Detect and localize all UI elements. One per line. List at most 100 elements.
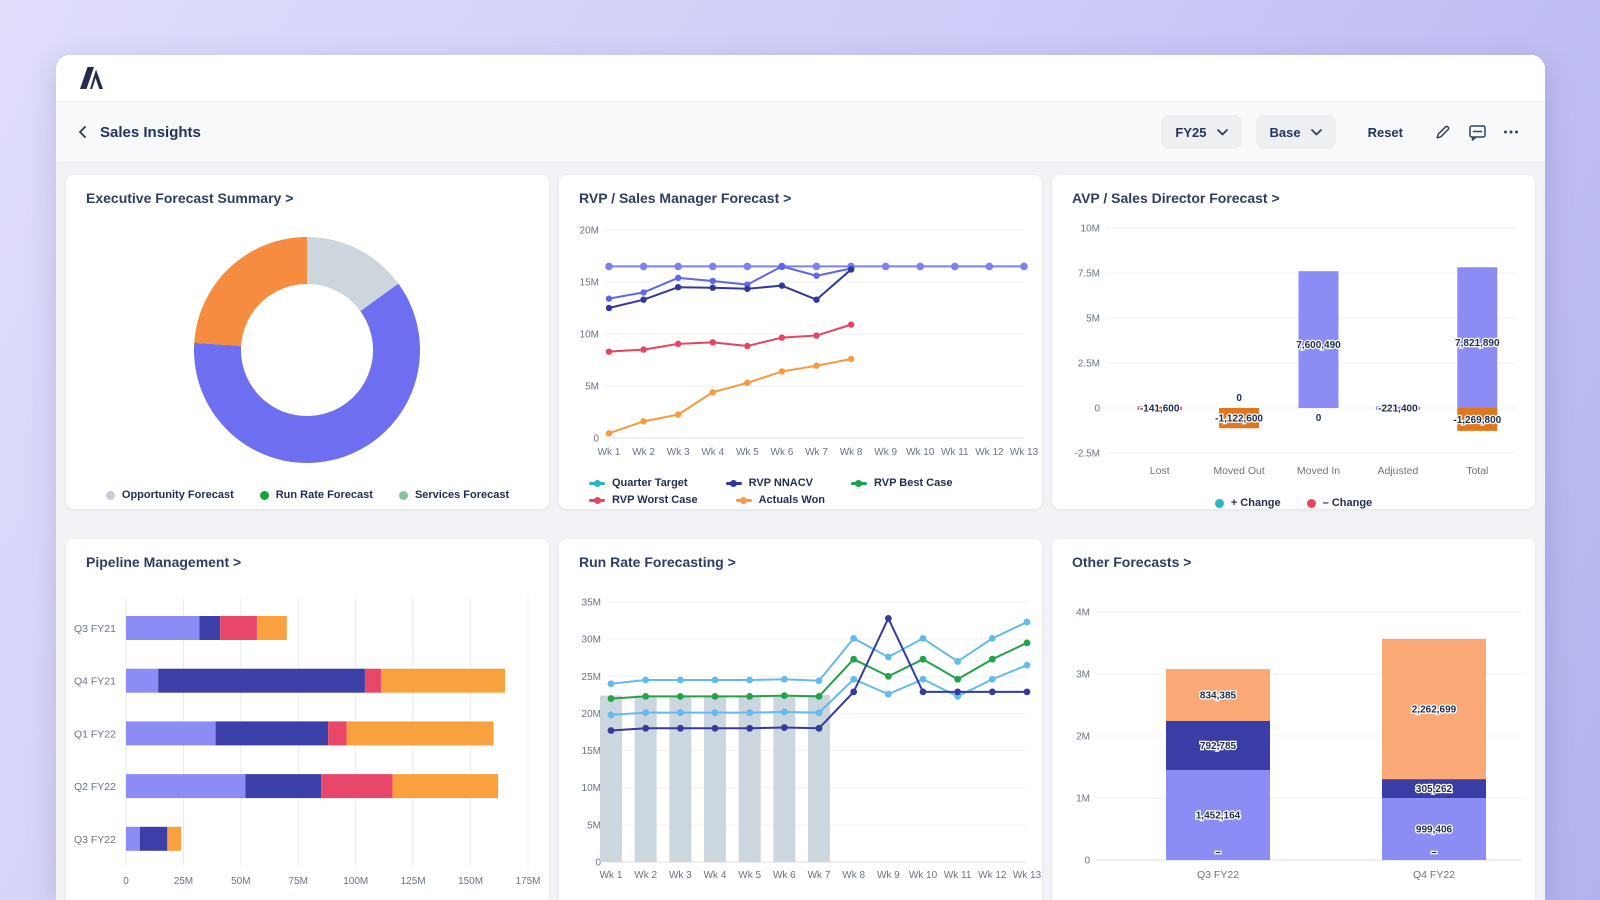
svg-text:10M: 10M [580, 330, 599, 341]
svg-text:-2.5M: -2.5M [1074, 449, 1100, 460]
legend-item: RVP Worst Case [589, 494, 698, 506]
svg-text:7,600,490: 7,600,490 [1296, 340, 1341, 351]
pipeline-stacked-bar-chart: 0 25M 50M 75M 100M 125M 150M 175M Q3 FY21 Q4 FY21… [66, 572, 549, 900]
svg-text:175M: 175M [515, 876, 540, 887]
chevron-left-icon [79, 126, 86, 138]
svg-text:Wk 6: Wk 6 [771, 447, 794, 458]
card-title-link[interactable]: Executive Forecast Summary > [86, 190, 294, 206]
svg-text:Q2 FY22: Q2 FY22 [74, 781, 116, 793]
svg-text:305,262: 305,262 [1416, 784, 1453, 795]
card-other-forecasts: Other Forecasts > 4M 3M 2M 1M 0 1,452,164 792,… [1052, 539, 1535, 900]
svg-text:-221,400: -221,400 [1378, 404, 1418, 415]
pencil-icon [1436, 125, 1450, 139]
svg-text:15M: 15M [580, 278, 599, 289]
card-executive-forecast-summary: Executive Forecast Summary > Opportunity… [66, 175, 549, 509]
comment-icon [1468, 124, 1486, 141]
svg-text:Adjusted: Adjusted [1377, 465, 1418, 477]
run-rate-line-bar-chart: 35M 30M 25M 20M 15M 10M 5M 0 Wk 1 Wk 2 Wk 3 Wk 4 Wk … [559, 572, 1042, 895]
svg-text:1,452,164: 1,452,164 [1196, 810, 1241, 821]
scenario-dropdown[interactable]: Base [1255, 115, 1336, 149]
svg-text:30M: 30M [582, 635, 601, 646]
card-avp-sales-director-forecast: AVP / Sales Director Forecast > 10M 7.5M 5… [1052, 175, 1535, 509]
card-rvp-sales-manager-forecast: RVP / Sales Manager Forecast > 20M 15M 10M… [559, 175, 1042, 509]
svg-text:Wk 1: Wk 1 [600, 870, 623, 881]
top-bar [56, 55, 1545, 101]
svg-text:Wk 12: Wk 12 [975, 447, 1004, 458]
svg-text:Wk 3: Wk 3 [669, 870, 692, 881]
svg-text:Q4 FY21: Q4 FY21 [74, 676, 116, 688]
svg-text:100M: 100M [343, 876, 368, 887]
svg-text:Q3 FY21: Q3 FY21 [74, 623, 116, 635]
svg-text:Wk 7: Wk 7 [805, 447, 828, 458]
svg-text:Wk 11: Wk 11 [941, 447, 969, 458]
legend-item: Actuals Won [735, 494, 825, 506]
svg-text:20M: 20M [580, 226, 599, 237]
card-run-rate-forecasting: Run Rate Forecasting > 35M 30M 25M 20M 15M 10… [559, 539, 1042, 900]
card-title-link[interactable]: RVP / Sales Manager Forecast > [579, 190, 792, 206]
page-header: Sales Insights FY25 Base Reset [56, 101, 1545, 163]
svg-text:Lost: Lost [1150, 465, 1170, 477]
svg-text:75M: 75M [289, 876, 308, 887]
svg-text:Wk 10: Wk 10 [906, 447, 935, 458]
reset-button[interactable]: Reset [1367, 124, 1403, 140]
svg-text:Wk 4: Wk 4 [704, 870, 727, 881]
card-title-link[interactable]: Pipeline Management > [86, 554, 242, 570]
svg-text:Moved In: Moved In [1297, 465, 1340, 477]
line-chart-legend: Quarter Target RVP NNACV RVP Best Case RVP … [559, 477, 1042, 506]
svg-text:10M: 10M [582, 783, 601, 794]
card-title-link[interactable]: Run Rate Forecasting > [579, 554, 736, 570]
legend-item: RVP Best Case [850, 477, 952, 489]
legend-item: + Change [1214, 497, 1281, 509]
svg-text:Wk 2: Wk 2 [634, 870, 657, 881]
donut-legend: Opportunity Forecast Run Rate Forecast Ser… [66, 489, 549, 501]
svg-text:Wk 13: Wk 13 [1013, 870, 1042, 881]
other-forecasts-stacked-bar-chart: 4M 3M 2M 1M 0 1,452,164 792,785 834,385 – Q3 FY22… [1052, 572, 1535, 900]
period-dropdown[interactable]: FY25 [1161, 115, 1242, 149]
svg-text:Wk 11: Wk 11 [944, 870, 972, 881]
more-button[interactable] [1501, 122, 1521, 142]
svg-text:15M: 15M [582, 746, 601, 757]
card-title-link[interactable]: Other Forecasts > [1072, 554, 1192, 570]
svg-text:Wk 6: Wk 6 [773, 870, 796, 881]
svg-text:Q3 FY22: Q3 FY22 [74, 834, 116, 846]
svg-text:25M: 25M [174, 876, 193, 887]
svg-text:150M: 150M [458, 876, 483, 887]
svg-text:834,385: 834,385 [1200, 690, 1237, 701]
svg-text:Wk 4: Wk 4 [701, 447, 724, 458]
svg-text:7.5M: 7.5M [1078, 269, 1100, 280]
legend-item: Services Forecast [398, 489, 509, 501]
legend-item: RVP NNACV [725, 477, 813, 489]
comments-button[interactable] [1467, 122, 1487, 142]
svg-text:-141,600: -141,600 [1140, 404, 1180, 415]
avp-forecast-waterfall-chart: 10M 7.5M 5M 2.5M 0 -2.5M -141,600 Lost 0 -1,122,6… [1052, 208, 1535, 493]
svg-text:0: 0 [123, 876, 129, 887]
anaplan-logo-icon[interactable] [78, 65, 104, 91]
svg-text:Wk 8: Wk 8 [840, 447, 863, 458]
svg-text:792,785: 792,785 [1200, 741, 1237, 752]
page-title: Sales Insights [100, 123, 201, 141]
chevron-down-icon [1216, 128, 1228, 135]
svg-text:25M: 25M [582, 672, 601, 683]
svg-text:20M: 20M [582, 709, 601, 720]
card-title-link[interactable]: AVP / Sales Director Forecast > [1072, 190, 1280, 206]
legend-item: Run Rate Forecast [259, 489, 373, 501]
header-controls: FY25 Base Reset [1161, 115, 1521, 149]
svg-text:-1,122,600: -1,122,600 [1215, 414, 1263, 425]
svg-text:2.5M: 2.5M [1078, 359, 1100, 370]
svg-text:Wk 13: Wk 13 [1010, 447, 1039, 458]
svg-text:Wk 9: Wk 9 [874, 447, 897, 458]
waterfall-legend: + Change – Change [1052, 497, 1535, 509]
back-button[interactable] [76, 125, 90, 139]
svg-text:–: – [1431, 847, 1437, 858]
svg-text:Q1 FY22: Q1 FY22 [74, 728, 116, 740]
svg-text:3M: 3M [1076, 670, 1090, 681]
ellipsis-icon [1504, 130, 1518, 134]
svg-text:Wk 5: Wk 5 [738, 870, 761, 881]
edit-button[interactable] [1433, 122, 1453, 142]
executive-forecast-donut-chart [66, 208, 549, 485]
app-window: Sales Insights FY25 Base Reset [56, 55, 1545, 900]
svg-text:5M: 5M [587, 820, 601, 831]
svg-text:125M: 125M [401, 876, 426, 887]
svg-text:Total: Total [1466, 465, 1488, 477]
svg-text:0: 0 [1084, 856, 1090, 867]
